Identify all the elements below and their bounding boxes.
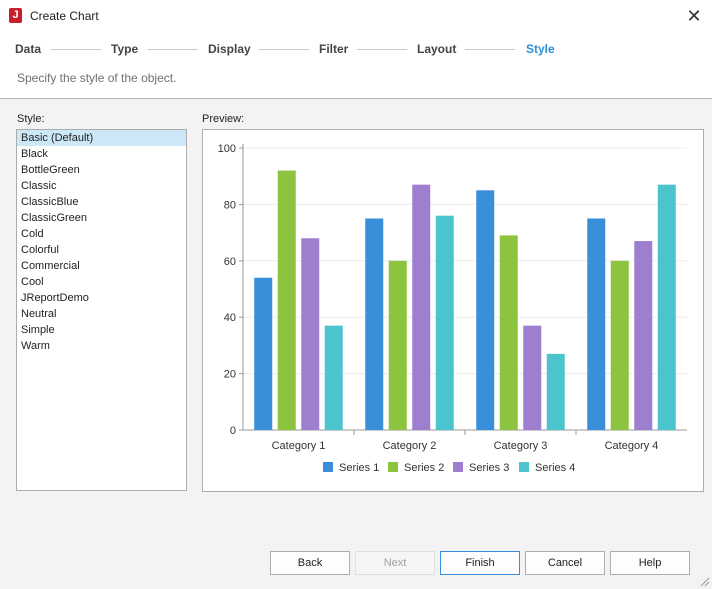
back-button[interactable]: Back	[270, 551, 350, 575]
bar	[324, 325, 343, 430]
finish-button[interactable]: Finish	[440, 551, 520, 575]
style-option[interactable]: BottleGreen	[21, 164, 80, 176]
chart-preview: 0 20 40 60 80 100 Category 1 Category 2 Category…	[202, 129, 704, 492]
resize-grip-icon[interactable]	[700, 577, 710, 587]
style-option[interactable]: ClassicGreen	[21, 212, 88, 224]
step-type[interactable]: Type	[111, 42, 139, 56]
step-connector	[357, 49, 407, 50]
x-tick-label: Category 4	[605, 440, 659, 452]
style-option[interactable]: Colorful	[21, 244, 59, 256]
help-button[interactable]: Help	[610, 551, 690, 575]
y-tick-label: 80	[224, 199, 236, 211]
bar	[412, 184, 431, 430]
cancel-button[interactable]: Cancel	[525, 551, 605, 575]
style-option[interactable]: Warm	[21, 340, 50, 352]
style-option[interactable]: Black	[21, 148, 48, 160]
legend-swatch	[323, 462, 333, 472]
bar	[499, 235, 518, 430]
wizard-steps: Data Type Display Filter Layout Style	[0, 32, 712, 66]
bar	[301, 238, 320, 430]
bar	[277, 170, 296, 430]
j-logo-icon: J	[9, 8, 22, 23]
legend-label: Series 3	[469, 462, 509, 474]
bar	[657, 184, 676, 430]
style-label: Style:	[17, 113, 45, 125]
step-data[interactable]: Data	[15, 42, 42, 56]
step-connector	[259, 49, 309, 50]
bar	[435, 215, 454, 430]
bar	[388, 260, 407, 430]
x-tick-label: Category 1	[272, 440, 326, 452]
bar	[610, 260, 629, 430]
x-tick-label: Category 2	[383, 440, 437, 452]
style-option[interactable]: Classic	[21, 180, 57, 192]
bar	[254, 277, 273, 430]
legend-swatch	[453, 462, 463, 472]
style-option[interactable]: Simple	[21, 324, 55, 336]
y-tick-label: 40	[224, 312, 236, 324]
y-tick-label: 0	[230, 425, 236, 437]
bar	[546, 353, 565, 430]
y-tick-label: 100	[218, 143, 236, 155]
style-option[interactable]: Cool	[21, 276, 44, 288]
legend-label: Series 4	[535, 462, 575, 474]
window-title: Create Chart	[30, 9, 99, 23]
preview-label: Preview:	[202, 113, 245, 125]
style-option[interactable]: Commercial	[21, 260, 80, 272]
close-icon[interactable]: ✕	[686, 6, 702, 26]
style-option[interactable]: Cold	[21, 228, 44, 240]
step-layout[interactable]: Layout	[417, 42, 457, 56]
bar	[365, 218, 384, 430]
next-button: Next	[355, 551, 435, 575]
style-option[interactable]: ClassicBlue	[21, 196, 79, 208]
style-list[interactable]: Basic (Default) Black BottleGreen Classic Cl…	[16, 129, 187, 491]
legend-label: Series 2	[404, 462, 444, 474]
legend-swatch	[388, 462, 398, 472]
step-filter[interactable]: Filter	[319, 42, 349, 56]
bar-chart: 0 20 40 60 80 100 Category 1 Category 2 Category…	[218, 143, 687, 474]
y-tick-label: 20	[224, 369, 236, 381]
step-description: Specify the style of the object.	[17, 71, 177, 85]
bar	[523, 325, 542, 430]
style-option[interactable]: Basic (Default)	[17, 130, 186, 146]
bar	[476, 190, 495, 430]
title-bar: J Create Chart ✕	[0, 0, 712, 32]
step-connector	[51, 49, 101, 50]
style-option[interactable]: Neutral	[21, 308, 57, 320]
x-tick-label: Category 3	[494, 440, 548, 452]
y-tick-label: 60	[224, 256, 236, 268]
header-divider	[0, 98, 712, 99]
step-display[interactable]: Display	[208, 42, 251, 56]
legend-label: Series 1	[339, 462, 379, 474]
bar	[634, 241, 653, 430]
step-connector	[465, 49, 515, 50]
step-connector	[148, 49, 198, 50]
style-option[interactable]: JReportDemo	[21, 292, 89, 304]
bar	[587, 218, 606, 430]
step-style[interactable]: Style	[526, 42, 555, 56]
legend-swatch	[519, 462, 529, 472]
